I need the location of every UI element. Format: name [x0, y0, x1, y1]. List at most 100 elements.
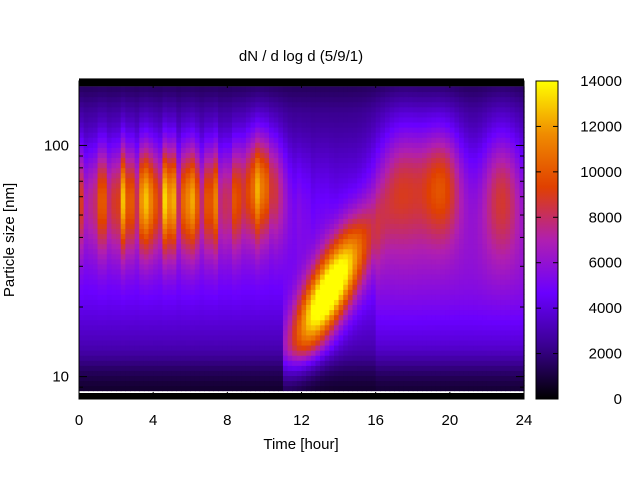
heatmap-cell: [111, 177, 117, 184]
heatmap-cell: [241, 152, 247, 158]
heatmap-cell: [134, 182, 140, 189]
heatmap-cell: [459, 187, 465, 194]
heatmap-cell: [143, 294, 150, 300]
heatmap-cell: [236, 137, 242, 143]
heatmap-cell: [167, 334, 173, 341]
heatmap-cell: [269, 187, 275, 194]
heatmap-cell: [213, 294, 219, 300]
heatmap-cell: [227, 309, 233, 316]
heatmap-cell: [278, 279, 284, 285]
heatmap-cell: [482, 360, 488, 366]
heatmap-cell: [125, 334, 131, 341]
heatmap-cell: [496, 187, 502, 194]
heatmap-cell: [324, 197, 330, 204]
heatmap-cell: [491, 172, 497, 179]
heatmap-cell: [459, 375, 465, 382]
heatmap-cell: [347, 218, 354, 224]
heatmap-cell: [482, 273, 488, 280]
heatmap-cell: [162, 187, 168, 194]
heatmap-cell: [431, 324, 437, 331]
heatmap-cell: [176, 309, 182, 316]
heatmap-cell: [343, 167, 349, 174]
heatmap-cell: [347, 339, 354, 346]
heatmap-cell: [148, 208, 154, 214]
heatmap-cell: [250, 350, 256, 356]
heatmap-cell: [296, 213, 303, 219]
heatmap-cell: [264, 162, 270, 169]
heatmap-cell: [454, 273, 460, 280]
heatmap-cell: [366, 365, 372, 371]
heatmap-cell: [324, 365, 330, 371]
heatmap-cell: [422, 137, 428, 143]
heatmap-cell: [79, 197, 85, 204]
heatmap-cell: [79, 152, 85, 158]
heatmap-cell: [204, 233, 210, 240]
heatmap-cell: [347, 172, 354, 179]
heatmap-cell: [352, 228, 358, 235]
heatmap-cell: [500, 208, 507, 214]
heatmap-cell: [190, 208, 196, 214]
heatmap-cell: [366, 289, 372, 295]
heatmap-cell: [449, 172, 456, 179]
heatmap-cell: [398, 248, 405, 255]
heatmap-cell: [422, 187, 428, 194]
heatmap-cell: [398, 370, 405, 376]
heatmap-cell: [417, 344, 423, 351]
heatmap-cell: [500, 350, 507, 356]
heatmap-cell: [338, 253, 344, 260]
heatmap-cell: [389, 142, 395, 148]
heatmap-cell: [208, 177, 215, 184]
heatmap-cell: [398, 208, 405, 214]
heatmap-cell: [83, 126, 89, 133]
heatmap-cell: [445, 304, 451, 311]
heatmap-cell: [320, 258, 326, 265]
heatmap-cell: [505, 162, 511, 169]
heatmap-cell: [343, 319, 349, 326]
heatmap-cell: [204, 147, 210, 153]
heatmap-cell: [329, 147, 335, 153]
heatmap-cell: [403, 187, 409, 194]
heatmap-cell: [97, 223, 103, 229]
heatmap-cell: [273, 299, 279, 305]
heatmap-cell: [292, 309, 298, 316]
heatmap-cell: [245, 192, 252, 199]
heatmap-cell: [171, 137, 177, 143]
heatmap-cell: [287, 132, 293, 138]
heatmap-cell: [190, 228, 196, 235]
heatmap-cell: [199, 248, 205, 255]
heatmap-cell: [125, 126, 131, 133]
heatmap-cell: [315, 167, 321, 174]
heatmap-cell: [473, 375, 479, 382]
heatmap-cell: [157, 344, 164, 351]
heatmap-cell: [371, 126, 377, 133]
heatmap-cell: [236, 304, 242, 311]
heatmap-cell: [180, 253, 187, 260]
heatmap-cell: [143, 208, 150, 214]
heatmap-cell: [440, 350, 446, 356]
heatmap-cell: [315, 360, 321, 366]
heatmap-cell: [445, 258, 451, 265]
heatmap-cell: [380, 152, 386, 158]
heatmap-cell: [500, 162, 507, 169]
heatmap-cell: [97, 218, 103, 224]
heatmap-cell: [245, 299, 252, 305]
heatmap-cell: [361, 329, 367, 336]
heatmap-cell: [199, 309, 205, 316]
heatmap-cell: [394, 294, 400, 300]
heatmap-cell: [231, 223, 238, 229]
heatmap-cell: [301, 223, 307, 229]
heatmap-cell: [333, 137, 340, 143]
heatmap-cell: [412, 223, 418, 229]
heatmap-cell: [125, 137, 131, 143]
heatmap-cell: [106, 157, 113, 164]
heatmap-cell: [282, 350, 289, 356]
heatmap-cell: [398, 142, 405, 148]
heatmap-cell: [384, 324, 391, 331]
heatmap-cell: [250, 248, 256, 255]
heatmap-cell: [180, 385, 187, 392]
heatmap-cell: [426, 243, 432, 250]
heatmap-cell: [449, 213, 456, 219]
heatmap-cell: [505, 177, 511, 184]
heatmap-cell: [148, 248, 154, 255]
heatmap-cell: [287, 208, 293, 214]
